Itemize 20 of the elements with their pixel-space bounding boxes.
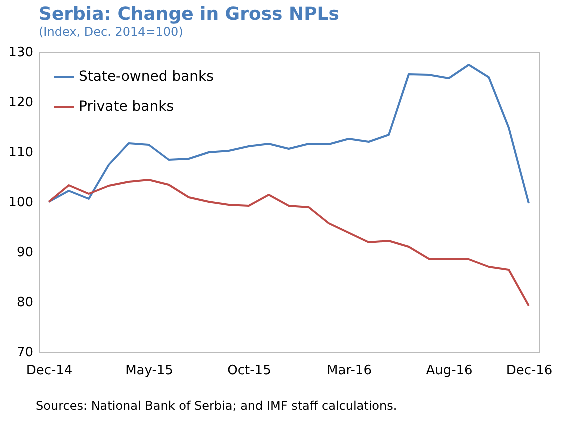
x-tick-label: Dec-14 (26, 364, 73, 378)
y-tick-label: 130 (8, 46, 34, 60)
y-tick-label: 90 (16, 246, 34, 260)
x-tick-label: Aug-16 (426, 364, 473, 378)
line-series (48, 179, 530, 307)
x-tick-label: Mar-16 (327, 364, 372, 378)
chart-subtitle: (Index, Dec. 2014=100) (39, 25, 184, 39)
y-tick-label: 110 (8, 146, 34, 160)
y-tick-label: 120 (8, 96, 34, 110)
x-tick-label: Oct-15 (228, 364, 272, 378)
line-series (48, 64, 530, 204)
source-note: Sources: National Bank of Serbia; and IMF staff calculations. (36, 399, 398, 413)
x-tick-label: Dec-16 (506, 364, 553, 378)
x-tick-label: May-15 (126, 364, 174, 378)
y-tick-label: 100 (8, 196, 34, 210)
y-tick-label: 80 (16, 296, 34, 310)
legend-label: State-owned banks (79, 69, 214, 85)
legend-label: Private banks (79, 99, 174, 115)
y-tick-label: 70 (16, 346, 34, 360)
chart-title: Serbia: Change in Gross NPLs (39, 4, 340, 25)
